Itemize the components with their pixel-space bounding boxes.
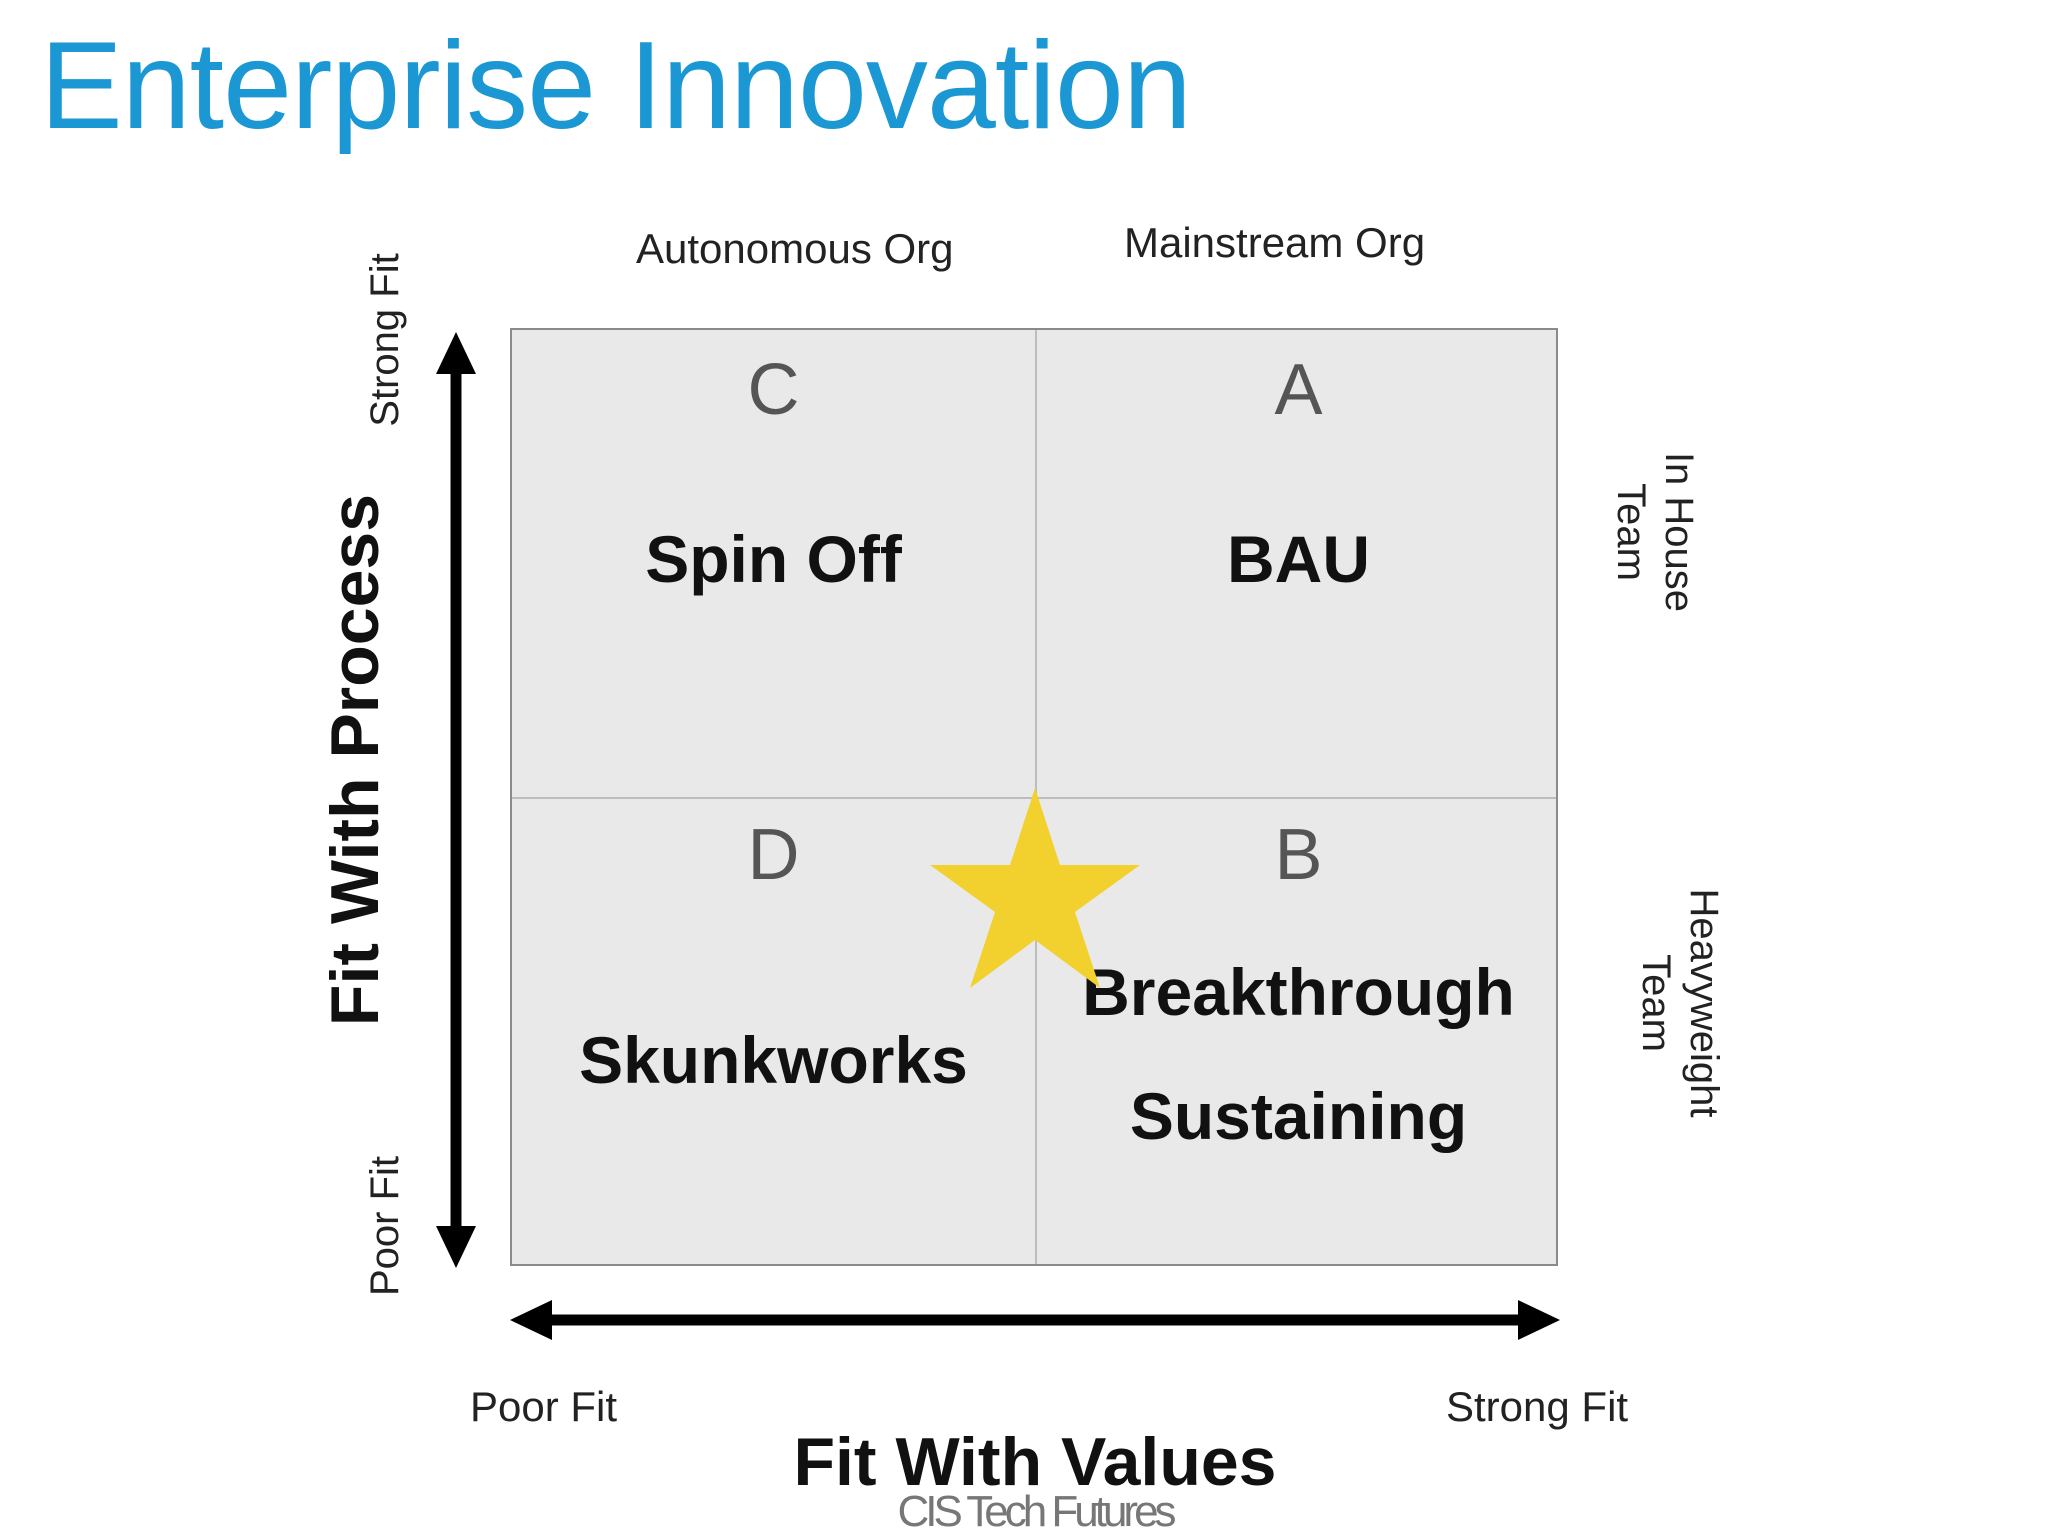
quadrant-a: A BAU — [1037, 330, 1560, 797]
x-axis-arrow — [510, 1300, 1560, 1340]
column-label-autonomous: Autonomous Org — [636, 225, 954, 272]
quadrant-letter: C — [747, 350, 800, 430]
quadrant-letter: A — [1274, 350, 1323, 430]
quadrant-name-line1: Breakthrough — [1082, 955, 1515, 1029]
y-axis-arrow — [436, 332, 476, 1268]
brand-logo: CIS Tech Futures — [897, 1487, 1176, 1536]
quadrant-c: C Spin Off — [512, 330, 1035, 797]
quadrant-matrix: C Spin Off A BAU D Skunkworks B Breakthr… — [510, 328, 1558, 1266]
quadrant-name-line2: Sustaining — [1129, 1079, 1468, 1153]
quadrant-name: Spin Off — [645, 522, 902, 596]
x-axis-title: Fit With Values — [793, 1424, 1277, 1500]
quadrant-letter: B — [1274, 815, 1323, 895]
quadrant-d: D Skunkworks — [512, 799, 1035, 1266]
column-label-mainstream: Mainstream Org — [1124, 219, 1426, 266]
x-axis-high-label: Strong Fit — [1446, 1383, 1629, 1430]
quadrant-name: BAU — [1227, 522, 1370, 596]
star-icon — [930, 788, 1140, 988]
page-title: Enterprise Innovation — [40, 17, 1192, 155]
x-axis-low-label: Poor Fit — [470, 1383, 618, 1430]
quadrant-b: B Breakthrough Sustaining — [1037, 799, 1560, 1266]
quadrant-name: Skunkworks — [579, 1023, 968, 1097]
quadrant-letter: D — [747, 815, 800, 895]
